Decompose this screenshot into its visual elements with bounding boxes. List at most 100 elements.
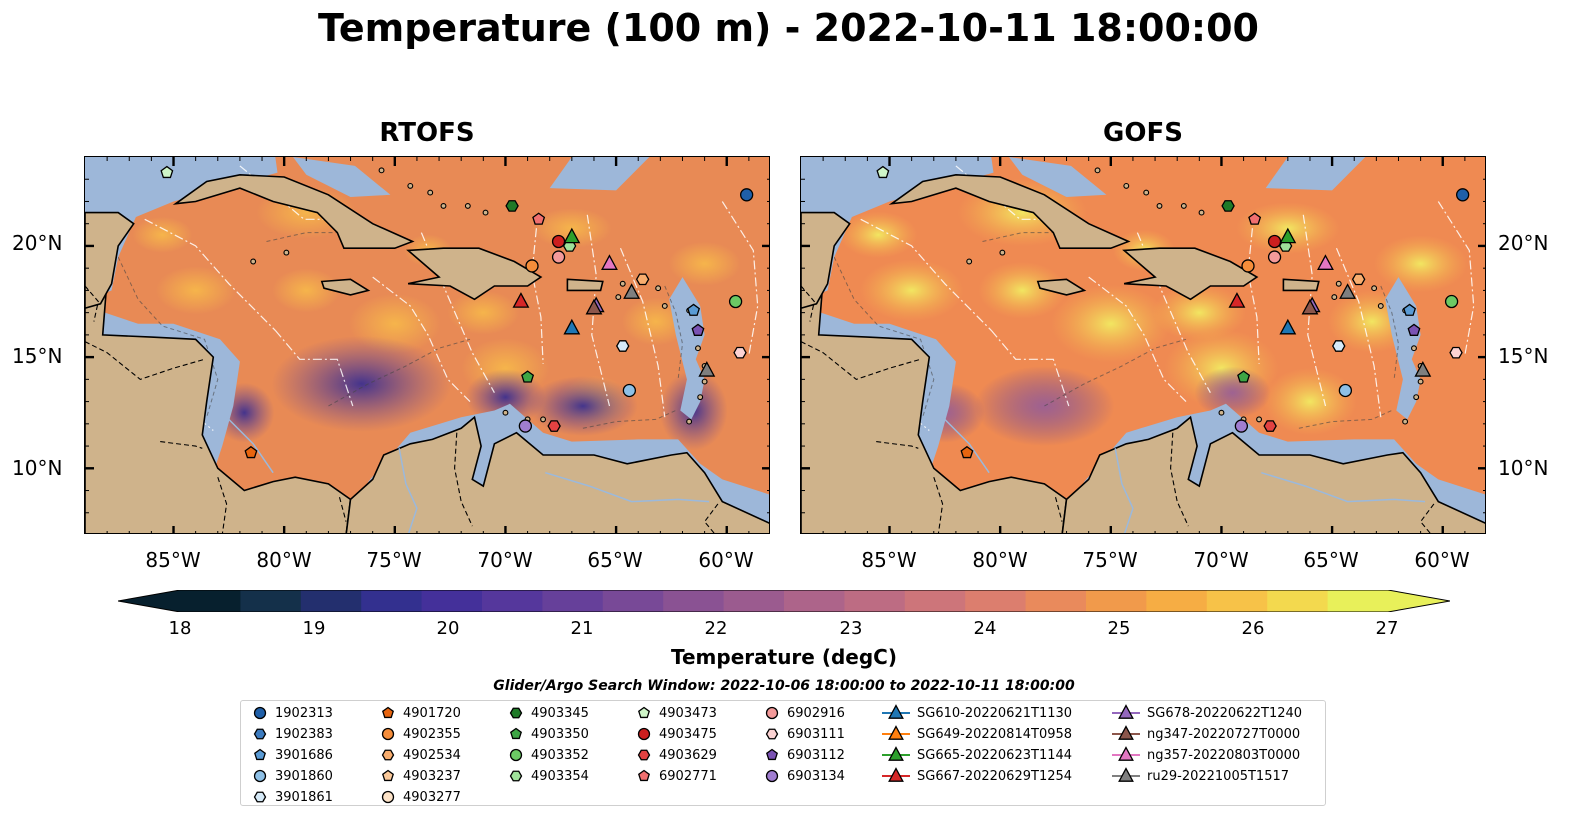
- legend-label: 4902355: [403, 726, 461, 742]
- observation-marker: [1331, 340, 1346, 352]
- lon-tick-label: 80°W: [256, 548, 312, 572]
- legend-label: 3901861: [275, 789, 333, 805]
- legend-entry: SG678-20220622T1240: [1111, 703, 1302, 723]
- observation-marker: [1267, 250, 1282, 264]
- legend-label: 6902916: [787, 705, 845, 721]
- observation-marker: [1403, 303, 1417, 316]
- colorbar-segment: [602, 590, 664, 612]
- observation-marker: [1444, 294, 1459, 309]
- observation-marker: [740, 188, 754, 202]
- triangle-icon: [882, 767, 910, 782]
- hexagon-icon: [253, 791, 267, 803]
- observation-marker: [1267, 234, 1282, 249]
- observation-marker: [518, 419, 533, 433]
- legend-entry: 3901686: [251, 745, 333, 765]
- legend-entry: SG649-20220814T0958: [881, 724, 1072, 744]
- legend-label: 4903475: [659, 726, 717, 742]
- legend-label: 3901686: [275, 747, 333, 763]
- colorbar-segment: [663, 590, 725, 612]
- legend-entry: 4903345: [507, 703, 589, 723]
- legend-label: SG678-20220622T1240: [1147, 705, 1303, 721]
- observation-marker: [876, 165, 890, 179]
- observation-marker: [733, 346, 747, 359]
- search-window-label: Glider/Argo Search Window: 2022-10-06 18…: [493, 678, 1075, 694]
- observation-marker: [551, 250, 566, 264]
- legend-entry: 4903237: [379, 766, 461, 786]
- hexagon-icon: [509, 770, 523, 782]
- colorbar-segment: [542, 590, 604, 612]
- observation-marker: [1228, 292, 1246, 308]
- hexagon-icon: [765, 728, 779, 740]
- legend-label: ru29-20221005T1517: [1147, 768, 1290, 784]
- observation-marker: [532, 212, 546, 225]
- legend-label: 6903112: [787, 747, 845, 763]
- lon-tick-label: 60°W: [698, 548, 754, 572]
- legend-label: 1902313: [275, 705, 333, 721]
- legend-label: SG665-20220623T1144: [917, 747, 1073, 763]
- colorbar-segment: [904, 590, 966, 612]
- observation-marker: [1301, 298, 1319, 315]
- colorbar-svg: [117, 589, 1451, 613]
- legend-label: ng357-20220803T0000: [1147, 747, 1301, 763]
- legend-label: ng347-20220727T0000: [1147, 726, 1301, 742]
- colorbar-tick-label: 23: [839, 618, 863, 639]
- observation-marker: [635, 273, 650, 286]
- legend-entry: 4903354: [507, 766, 589, 786]
- colorbar-segment: [1206, 590, 1268, 612]
- legend-label: SG649-20220814T0958: [917, 726, 1073, 742]
- colorbar-segment: [723, 590, 785, 612]
- lon-tick-label: 75°W: [1082, 548, 1138, 572]
- colorbar-segment: [240, 590, 302, 612]
- observation-marker: [1449, 346, 1463, 359]
- legend-entry: 4903473: [635, 703, 717, 723]
- triangle-icon: [882, 704, 910, 719]
- observation-marker: [585, 298, 603, 315]
- colorbar-tick-label: 20: [436, 618, 460, 639]
- lat-tick-label-right: 20°N: [1498, 231, 1549, 255]
- legend-label: 4903473: [659, 705, 717, 721]
- colorbar-tick-label: 21: [570, 618, 594, 639]
- legend-entry: 6903112: [763, 745, 845, 765]
- legend-label: SG667-20220629T1254: [917, 768, 1073, 784]
- lon-tick-label: 75°W: [366, 548, 422, 572]
- legend-entry: 1902313: [251, 703, 333, 723]
- lon-tick-label: 60°W: [1414, 548, 1470, 572]
- lon-tick-label: 65°W: [1303, 548, 1359, 572]
- observation-marker: [563, 318, 581, 335]
- colorbar-segment: [1267, 590, 1329, 612]
- legend-entry: SG610-20220621T1130: [881, 703, 1072, 723]
- legend-label: 4903629: [659, 747, 717, 763]
- triangle-icon: [1112, 746, 1140, 761]
- legend-entry: 3901861: [251, 787, 333, 807]
- colorbar-segment: [1086, 590, 1147, 612]
- legend-label: 4903350: [531, 726, 589, 742]
- colorbar: [117, 589, 1451, 613]
- legend-entry: 3901860: [251, 766, 333, 786]
- observation-marker: [512, 292, 530, 308]
- colorbar-tick-label: 19: [302, 618, 326, 639]
- pentagon-icon: [254, 748, 266, 761]
- observation-marker: [1339, 283, 1357, 299]
- observation-marker: [623, 283, 641, 299]
- legend: 1902313 1902383 3901686 3901860 3901861 49017…: [240, 700, 1326, 806]
- colorbar-tick-label: 26: [1241, 618, 1265, 639]
- circle-icon: [765, 769, 779, 783]
- colorbar-segment: [421, 590, 483, 612]
- map-canvas-rtofs: [85, 157, 769, 533]
- lat-tick-label-left: 15°N: [12, 344, 63, 368]
- colorbar-segment: [844, 590, 906, 612]
- colorbar-segment: [965, 590, 1027, 612]
- colorbar-extend-low: [118, 590, 180, 612]
- circle-icon: [253, 706, 267, 720]
- legend-entry: ru29-20221005T1517: [1111, 766, 1289, 786]
- legend-entry: 6903111: [763, 724, 845, 744]
- colorbar-segment: [1025, 590, 1087, 612]
- triangle-icon: [1112, 704, 1140, 719]
- lon-tick-label: 65°W: [587, 548, 643, 572]
- lon-tick-label: 70°W: [1193, 548, 1249, 572]
- observation-marker: [960, 445, 974, 459]
- observation-marker: [563, 227, 581, 244]
- lat-tick-label-right: 15°N: [1498, 344, 1549, 368]
- colorbar-segment: [784, 590, 845, 612]
- legend-entry: SG665-20220623T1144: [881, 745, 1072, 765]
